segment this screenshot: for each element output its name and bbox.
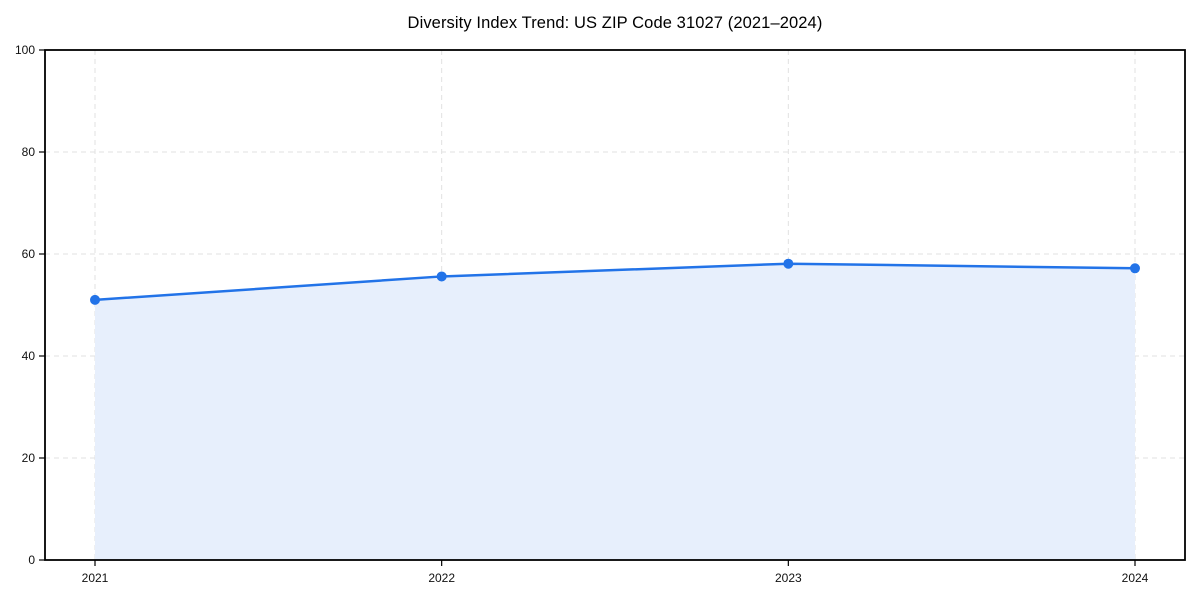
y-tick-label: 100	[15, 43, 35, 57]
trend-line	[93, 262, 1137, 302]
y-tick-label: 40	[22, 349, 36, 363]
area-fill	[95, 263, 1135, 560]
plot-border	[44, 49, 1186, 561]
data-point-marker	[436, 271, 447, 282]
y-tick-label: 60	[22, 247, 36, 261]
x-tick-label: 2022	[428, 571, 455, 585]
data-point-marker	[783, 258, 794, 269]
chart-title: Diversity Index Trend: US ZIP Code 31027…	[407, 14, 823, 32]
y-tick-label: 20	[22, 451, 36, 465]
data-point-marker	[90, 294, 100, 305]
x-tick-label: 2023	[775, 571, 802, 585]
x-tick-label: 2024	[1122, 571, 1149, 585]
x-tick-label: 2021	[82, 571, 109, 585]
data-point-marker	[1130, 263, 1140, 274]
y-tick-label: 0	[28, 553, 35, 567]
y-tick-label: 80	[22, 145, 36, 159]
